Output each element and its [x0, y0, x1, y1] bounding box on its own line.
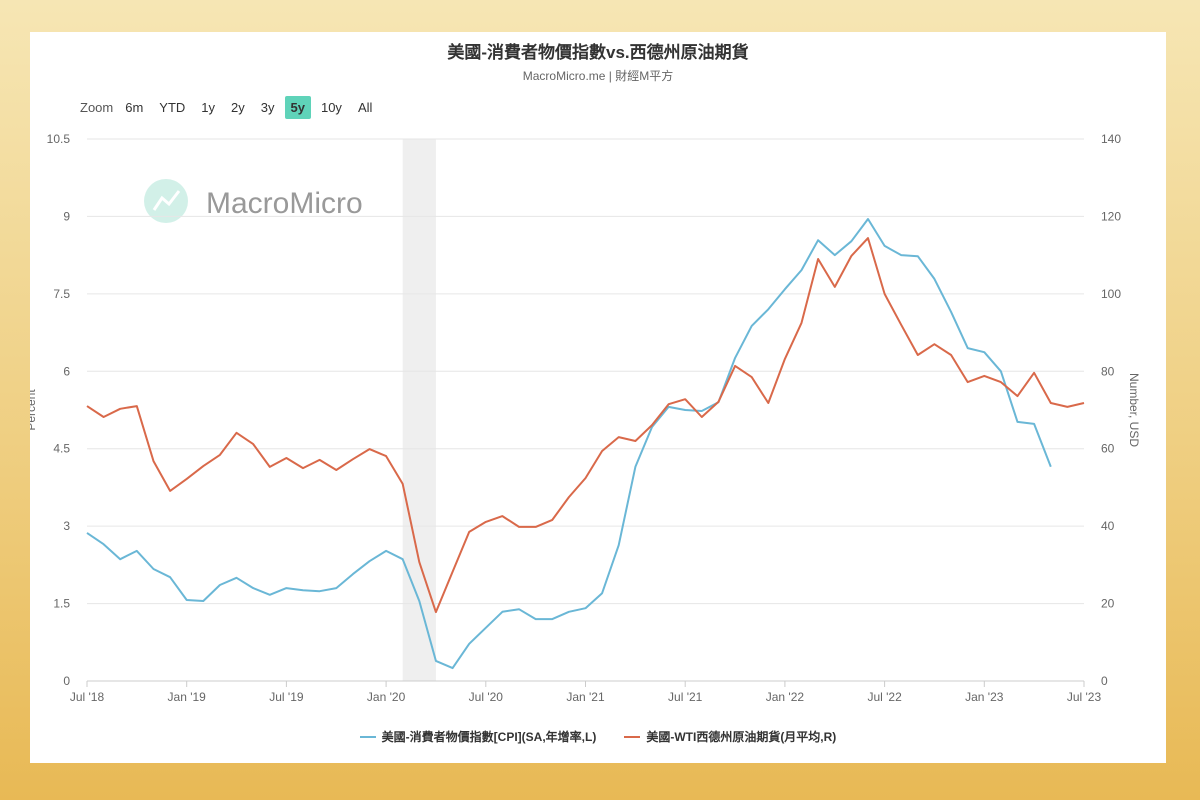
y-left-tick-label: 4.5 — [53, 442, 70, 456]
zoom-bar: Zoom 6m YTD 1y 2y 3y 5y 10y All — [80, 96, 382, 119]
y-right-tick-label: 20 — [1101, 597, 1115, 611]
zoom-button-ytd[interactable]: YTD — [159, 100, 186, 115]
y-left-tick-label: 0 — [63, 674, 70, 688]
y-right-tick-label: 80 — [1101, 364, 1115, 378]
chart-svg: MacroMicro 0 1.5 3 4.5 6 7.5 9 10.5 0 20 40 60 80 100 1… — [30, 132, 1141, 704]
x-tick-label: Jan '21 — [566, 690, 605, 704]
legend-label: 美國-消費者物價指數[CPI](SA,年增率,L) — [381, 730, 597, 744]
zoom-button-5y[interactable]: 5y — [284, 96, 311, 119]
x-tick-label: Jan '22 — [766, 690, 805, 704]
watermark-logo-icon — [144, 179, 188, 223]
x-tick-label: Jul '22 — [867, 690, 902, 704]
chart-panel: 美國-消費者物價指數vs.西德州原油期貨 MacroMicro.me | 財經M… — [30, 32, 1166, 763]
y-left-tick-label: 3 — [63, 519, 70, 533]
legend-swatch — [359, 735, 376, 738]
y-right-tick-label: 0 — [1101, 674, 1108, 688]
y-right-tick-label: 40 — [1101, 519, 1115, 533]
y-right-tick-label: 120 — [1101, 209, 1121, 223]
x-tick-label: Jan '20 — [367, 690, 406, 704]
y-left-tick-label: 1.5 — [53, 597, 70, 611]
x-tick-label: Jul '18 — [70, 690, 105, 704]
y-left-axis-title: Percent — [30, 389, 38, 431]
x-tick-label: Jul '19 — [269, 690, 304, 704]
x-tick-label: Jan '23 — [965, 690, 1004, 704]
y-right-tick-label: 100 — [1101, 287, 1121, 301]
watermark — [144, 179, 188, 223]
x-tick-label: Jul '21 — [668, 690, 703, 704]
chart-subtitle: MacroMicro.me | 財經M平方 — [522, 69, 674, 83]
legend-label: 美國-WTI西德州原油期貨(月平均,R) — [646, 730, 837, 744]
zoom-button-6m[interactable]: 6m — [125, 100, 144, 115]
y-left-tick-label: 10.5 — [47, 132, 71, 146]
y-left-tick-label: 9 — [63, 209, 70, 223]
legend: 美國-消費者物價指數[CPI](SA,年增率,L) 美國-WTI西德州原油期貨(月… — [30, 728, 1166, 745]
legend-item-1[interactable]: 美國-WTI西德州原油期貨(月平均,R) — [624, 728, 836, 745]
zoom-button-2y[interactable]: 2y — [231, 100, 245, 115]
watermark-text: MacroMicro — [206, 187, 363, 220]
y-right-axis-title: Number, USD — [1127, 373, 1141, 447]
x-tick-label: Jul '20 — [469, 690, 504, 704]
zoom-button-3y[interactable]: 3y — [260, 100, 275, 115]
x-tick-label: Jul '23 — [1067, 690, 1102, 704]
y-right-tick-label: 60 — [1101, 442, 1115, 456]
series-line-0 — [86, 218, 1052, 670]
zoom-label: Zoom — [80, 100, 114, 115]
x-tick-label: Jan '19 — [168, 690, 207, 704]
chart-title: 美國-消費者物價指數vs.西德州原油期貨 — [447, 43, 749, 62]
zoom-button-10y[interactable]: 10y — [320, 100, 342, 115]
recession-band — [402, 139, 436, 681]
legend-swatch — [624, 735, 641, 738]
zoom-button-1y[interactable]: 1y — [201, 100, 216, 115]
y-right-tick-label: 140 — [1101, 132, 1121, 146]
legend-item-0[interactable]: 美國-消費者物價指數[CPI](SA,年增率,L) — [359, 728, 597, 745]
y-left-tick-label: 6 — [63, 364, 70, 378]
zoom-button-all[interactable]: All — [357, 100, 373, 115]
watermark-chart-icon — [152, 190, 181, 211]
y-left-tick-label: 7.5 — [53, 287, 70, 301]
